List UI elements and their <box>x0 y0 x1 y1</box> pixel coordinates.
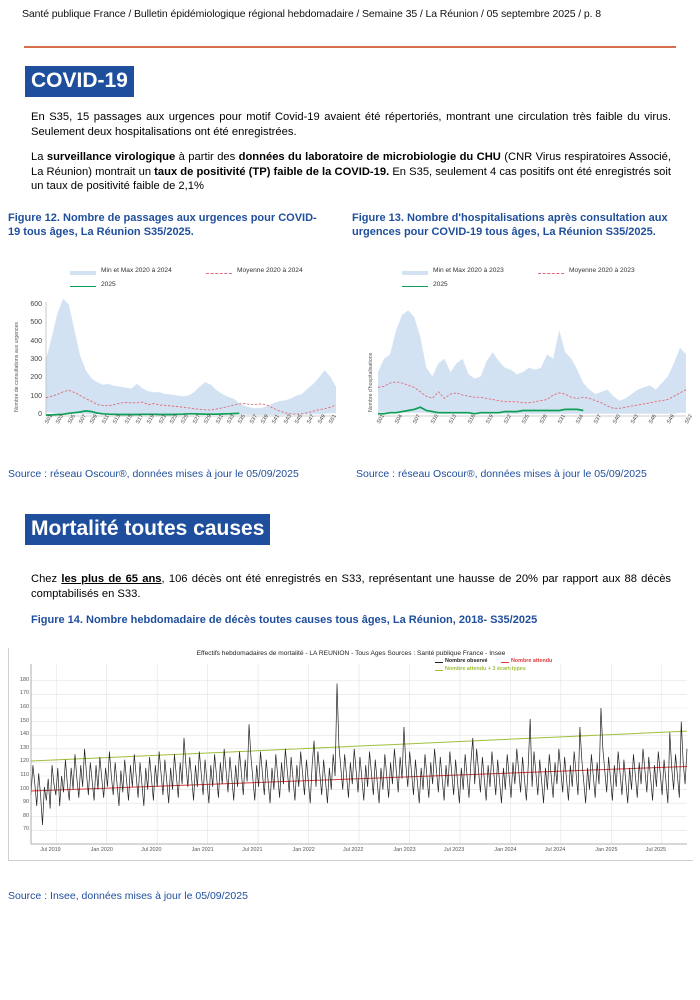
fig14-xtick-0: Jul 2019 <box>40 847 61 853</box>
fig14-ytick-0: 180 <box>20 676 29 683</box>
fig14-xtick-2: Jul 2020 <box>141 847 162 853</box>
fig14-ytick-3: 150 <box>20 717 29 724</box>
fig14-ytick-11: 70 <box>23 826 29 833</box>
figure-14-source: Source : Insee, données mises à jour le … <box>8 890 248 902</box>
covid-p2-part-d: données du laboratoire de microbiologie … <box>238 151 501 163</box>
fig13-legend-swatch-moyenne <box>538 273 564 274</box>
fig14-xtick-8: Jul 2023 <box>443 847 465 853</box>
fig14-ytick-2: 160 <box>20 704 29 710</box>
page-breadcrumb: Santé publique France / Bulletin épidémi… <box>22 8 602 20</box>
fig12-2025-line <box>45 410 240 416</box>
fig12-legend-label-2025: 2025 <box>101 281 116 288</box>
fig14-xtick-11: Jan 2025 <box>595 847 618 853</box>
figure-14-chart: 180 170 160 150 140 130 120 110 100 90 80 70 Jul 201… <box>8 648 693 861</box>
figure-13-chart: Nombre d'hospitalisations S01 S04 S07 S10 S13… <box>356 262 694 452</box>
figure-13-caption: Figure 13. Nombre d'hospitalisations apr… <box>352 212 668 238</box>
covid-p2-part-g: En S35, seulement 4 cas positifs ont été… <box>31 165 671 193</box>
fig13-legend-swatch-band <box>402 271 428 275</box>
fig14-xtick-9: Jan 2024 <box>494 847 517 853</box>
figure-13-source: Source : réseau Oscour®, données mises à… <box>356 468 647 480</box>
fig14-xtick-7: Jan 2023 <box>393 847 416 853</box>
fig12-moyenne-line <box>45 389 337 415</box>
fig14-legend-swatch-observe <box>435 662 443 663</box>
mortalite-paragraph-1: Chez les plus de 65 ans, 106 décès ont é… <box>31 572 671 601</box>
fig12-legend-label-band: Min et Max 2020 à 2024 <box>101 267 172 274</box>
fig14-xtick-4: Jul 2021 <box>242 847 263 853</box>
fig14-legend-swatch-attendu-2et <box>435 670 443 671</box>
fig12-ytick-6: 600 <box>30 301 42 308</box>
fig14-ytick-8: 100 <box>20 785 29 792</box>
fig14-line-observe <box>30 683 688 825</box>
fig14-xtick-1: Jan 2020 <box>90 847 113 853</box>
covid-p2-part-e: (CNR Virus respiratoires Associé, La Réu… <box>31 151 671 178</box>
fig14-legend-label-attendu: Nombre attendu <box>511 658 553 664</box>
fig14-ytick-4: 140 <box>20 731 29 738</box>
fig13-svg <box>377 310 687 417</box>
mort-p1-part-b: les plus de 65 ans <box>61 573 162 585</box>
fig14-ytick-6: 120 <box>20 758 29 765</box>
fig12-legend-swatch-band <box>70 271 96 275</box>
fig14-legend-label-attendu-2et: Nombre attendu + 2 écart-types <box>445 666 526 672</box>
fig12-ytick-5: 500 <box>30 319 42 327</box>
fig12-y-axis-label: Nombre de consultations aux urgences <box>14 322 20 412</box>
fig12-minmax-band <box>46 298 336 415</box>
fig14-legend-swatch-attendu <box>501 662 509 663</box>
fig13-legend-label-moyenne: Moyenne 2020 à 2023 <box>569 267 635 274</box>
covid-paragraph-2: La surveillance virologique à partir des… <box>31 150 671 194</box>
covid-p2-part-c: à partir des <box>175 151 239 163</box>
fig13-legend-swatch-2025 <box>402 286 428 287</box>
header-divider <box>24 46 676 48</box>
fig13-y-axis-label: Nombre d'hospitalisations <box>368 352 374 412</box>
fig14-line-attendu-2et <box>30 730 688 762</box>
fig14-ytick-9: 90 <box>23 799 29 806</box>
fig12-ytick-4: 400 <box>30 337 42 345</box>
fig12-legend-label-moyenne: Moyenne 2020 à 2024 <box>237 267 303 274</box>
fig12-legend-swatch-2025 <box>70 286 96 287</box>
mort-p1-part-c: , 106 décès ont été enregistrés en S33, … <box>31 573 672 600</box>
fig14-ytick-1: 170 <box>20 690 29 697</box>
fig14-ytick-10: 80 <box>23 812 29 819</box>
fig13-legend-label-band: Min et Max 2020 à 2023 <box>433 267 504 274</box>
fig14-title: Effectifs hebdomadaires de mortalité - L… <box>196 650 506 657</box>
figure-12-source: Source : réseau Oscour®, données mises à… <box>8 468 299 480</box>
covid-p2-part-f: taux de positivité (TP) faible de la COV… <box>154 165 390 178</box>
fig12-legend-swatch-moyenne <box>206 273 232 274</box>
figure-12-caption: Figure 12. Nombre de passages aux urgenc… <box>8 212 317 238</box>
fig14-ytick-5: 130 <box>20 744 29 751</box>
fig13-legend-label-2025: 2025 <box>433 281 448 288</box>
fig14-ytick-7: 110 <box>20 772 29 778</box>
fig14-legend-label-observe: Nombre observé <box>445 658 488 664</box>
fig14-xtick-3: Jan 2021 <box>191 847 214 853</box>
mort-p1-part-a: Chez <box>31 573 62 585</box>
fig12-ytick-2: 200 <box>30 374 42 382</box>
covid-p2-part-a: La <box>31 151 47 163</box>
fig14-xtick-10: Jul 2024 <box>544 847 566 853</box>
fig13-moyenne-line <box>377 381 687 409</box>
fig12-ytick-0: 0 <box>38 411 42 418</box>
fig12-ytick-1: 100 <box>30 392 42 400</box>
fig14-xtick-12: Jul 2025 <box>645 847 667 853</box>
section-banner-covid: COVID-19 <box>25 66 134 98</box>
fig14-xtick-6: Jul 2022 <box>343 847 364 853</box>
covid-p2-part-b: surveillance virologique <box>46 151 176 163</box>
section-banner-mortalite: Mortalité toutes causes <box>25 514 271 546</box>
fig13-2025-line <box>378 406 584 415</box>
fig12-svg <box>45 298 337 417</box>
covid-paragraph-1: En S35, 15 passages aux urgences pour mo… <box>31 111 671 138</box>
fig14-svg <box>30 664 688 845</box>
fig13-minmax-band <box>378 310 686 414</box>
figure-14-caption: Figure 14. Nombre hebdomadaire de décès … <box>31 614 538 626</box>
fig12-ytick-3: 300 <box>30 356 42 363</box>
figure-12-chart: 0 100 200 300 400 500 600 Nombre de consultatio… <box>6 262 342 452</box>
fig14-xtick-5: Jan 2022 <box>292 847 315 853</box>
